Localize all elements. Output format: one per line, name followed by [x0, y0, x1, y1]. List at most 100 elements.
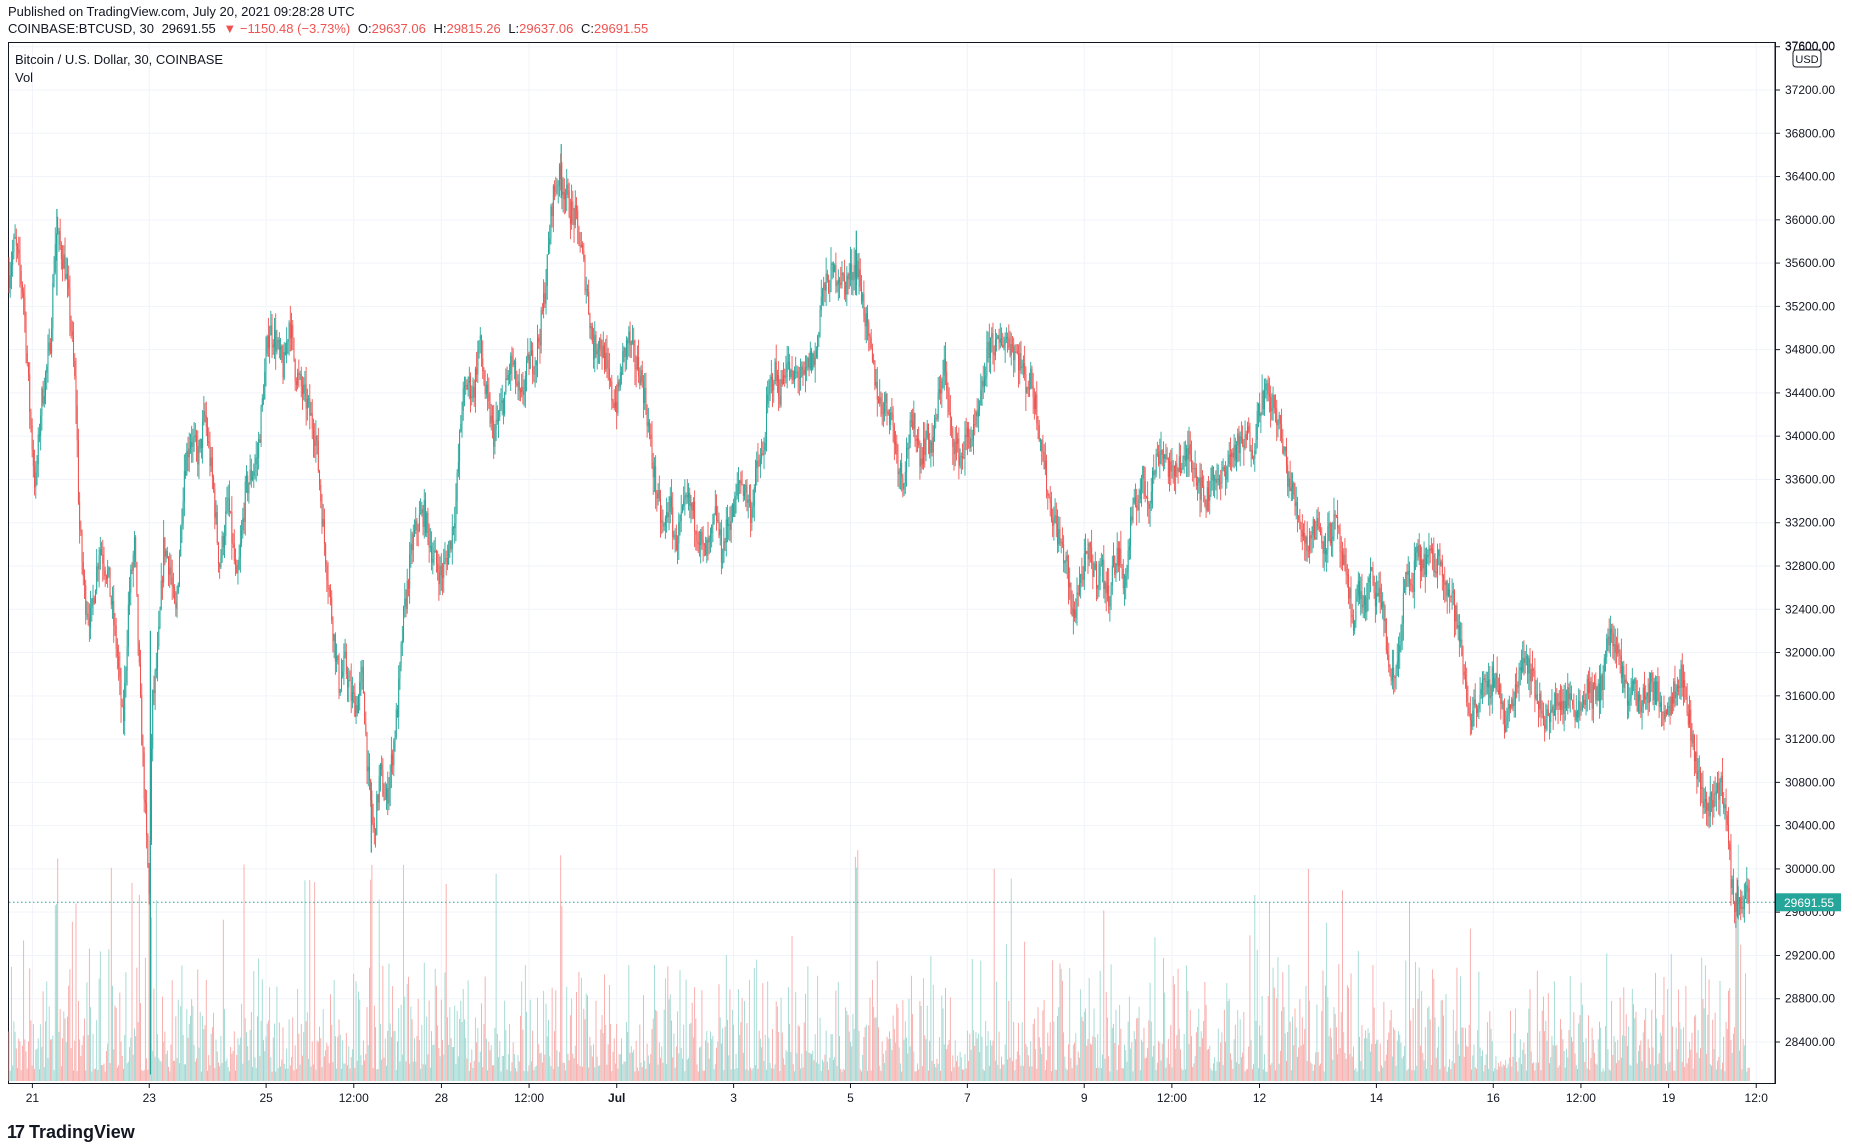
candle-body [1109, 597, 1111, 607]
candle-body [400, 643, 402, 664]
candle-body [1404, 587, 1406, 593]
volume-bar [498, 1057, 500, 1081]
candle-body [653, 466, 655, 478]
volume-bar [1282, 972, 1284, 1081]
volume-bar [427, 1054, 429, 1081]
candle-body [137, 594, 139, 644]
candle-body [1536, 694, 1538, 704]
volume-bar [1113, 1024, 1114, 1081]
low-value: 29637.06 [519, 21, 574, 36]
candle-body [112, 600, 114, 605]
price-tick-label: 28400.00 [1785, 1035, 1835, 1049]
candle-body [1399, 645, 1401, 653]
volume-bar [1550, 1056, 1552, 1081]
volume-bar [734, 1069, 736, 1081]
candle-body [829, 291, 831, 293]
candle-body [1656, 681, 1658, 704]
volume-bar [1342, 890, 1343, 1081]
volume-bar [183, 1064, 185, 1081]
candle-body [322, 519, 324, 527]
volume-bar [356, 1060, 358, 1081]
candle-body [389, 772, 391, 789]
volume-bar [1415, 961, 1416, 1081]
volume-bar [899, 1063, 901, 1081]
candle-body [1035, 394, 1037, 410]
volume-bar [377, 1068, 379, 1081]
candle-body [1256, 410, 1258, 440]
volume-bar [163, 1041, 165, 1081]
volume-bar [555, 990, 557, 1081]
volume-bar [587, 995, 588, 1081]
candle-body [332, 620, 334, 641]
candle-body [143, 752, 145, 800]
volume-bar [1672, 1026, 1673, 1081]
candle-body [26, 353, 28, 364]
candle-body [1218, 478, 1220, 483]
volume-bar [1013, 1021, 1015, 1081]
volume-bar [999, 1068, 1001, 1081]
candle-body [662, 520, 664, 527]
candle-body [573, 210, 575, 225]
candle-body [97, 566, 99, 570]
candle-body [19, 253, 21, 271]
candle-body [1460, 639, 1462, 642]
volume-bar [980, 960, 982, 1081]
volume-bar [48, 1006, 50, 1081]
volume-bar [1489, 1011, 1491, 1081]
volume-bar [434, 968, 436, 1081]
volume-bar [910, 975, 912, 1081]
candle-body [976, 412, 978, 417]
candle-body [641, 370, 643, 383]
candle-body [624, 347, 626, 357]
volume-bar [1064, 1056, 1066, 1081]
volume-bar [259, 1056, 261, 1081]
candle-body [677, 543, 679, 550]
volume-bar [1339, 1048, 1341, 1081]
volume-bar [298, 1033, 300, 1081]
candle-body [347, 673, 349, 688]
candle-body [912, 421, 914, 429]
volume-bar [1348, 987, 1350, 1081]
volume-bar [1393, 1027, 1395, 1081]
volume-bar [964, 1054, 966, 1081]
candle-body [284, 352, 286, 356]
candle-body [362, 666, 364, 694]
volume-bar [1309, 1000, 1311, 1081]
candle-body [40, 415, 42, 436]
candle-body [1104, 582, 1106, 590]
candle-body [1139, 490, 1141, 499]
volume-bar [91, 1071, 93, 1081]
candle-body [63, 254, 65, 269]
volume-bar [1178, 1028, 1180, 1081]
volume-bar [546, 1036, 548, 1081]
candle-body [1531, 669, 1533, 670]
volume-bar [832, 1059, 834, 1081]
volume-bar [1093, 1008, 1095, 1081]
candle-body [457, 461, 459, 473]
candle-body [820, 296, 822, 310]
volume-bar [987, 1031, 989, 1081]
candle-body [569, 216, 571, 224]
candle-body [215, 512, 217, 518]
candle-body [981, 380, 983, 391]
volume-bar [1659, 1032, 1661, 1081]
candle-body [551, 206, 553, 216]
volume-bar [487, 1070, 489, 1081]
volume-bar [541, 1062, 543, 1081]
candle-body [546, 254, 548, 286]
candle-body [462, 388, 464, 411]
volume-bar [1730, 1039, 1732, 1081]
volume-bar [230, 1046, 232, 1081]
candle-body [1652, 681, 1654, 701]
volume-bar [1441, 1000, 1443, 1081]
volume-bar [914, 1071, 916, 1081]
volume-bar [264, 1051, 266, 1081]
volume-bar [567, 1053, 569, 1081]
candle-body [247, 475, 249, 494]
volume-bar [433, 1044, 435, 1081]
candle-body [126, 646, 128, 671]
volume-bar [1184, 1069, 1186, 1081]
candle-body [534, 365, 536, 375]
candle-body [1268, 393, 1270, 398]
